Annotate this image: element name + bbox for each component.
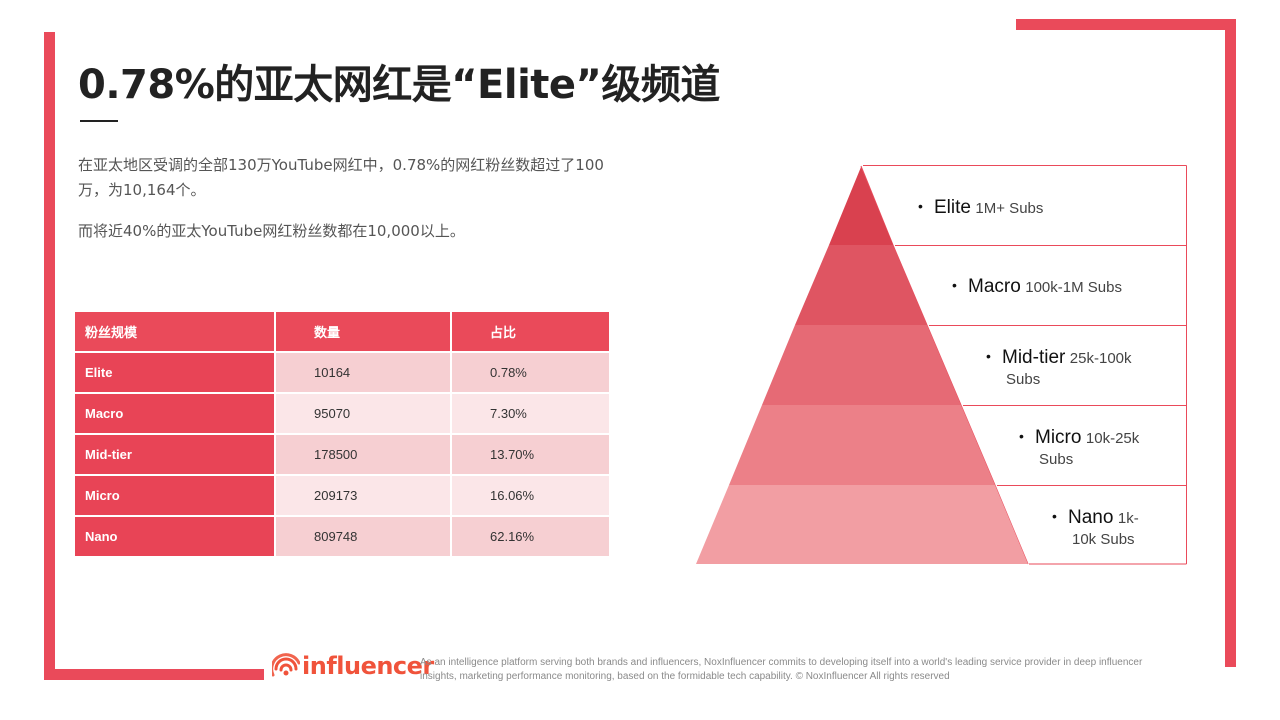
share-cell: 16.06% (451, 475, 611, 517)
pyramid-tier-nano (696, 485, 1028, 564)
table-row: Nano 809748 62.16% (75, 516, 611, 558)
frame-bottom-bar (44, 669, 264, 680)
tier-label-boxes (863, 165, 1187, 565)
table-header-row: 粉丝规模 数量 占比 (75, 312, 611, 353)
tier-label-elite: • Elite 1M+ Subs (918, 197, 1044, 218)
share-cell: 0.78% (451, 352, 611, 394)
table-row: Elite 10164 0.78% (75, 352, 611, 394)
tier-label-macro: • Macro 100k-1M Subs (952, 276, 1122, 297)
column-header: 数量 (275, 312, 452, 353)
page-title: 0.78%的亚太网红是“Elite”级频道 (78, 62, 720, 108)
signal-logo-icon (272, 653, 300, 677)
tier-label-micro: • Micro 10k-25k Subs (1019, 427, 1140, 468)
column-header: 占比 (451, 312, 611, 353)
tier-cell: Nano (75, 516, 276, 558)
count-cell: 809748 (275, 516, 452, 558)
tier-cell: Elite (75, 352, 276, 394)
tier-label-mid-tier: • Mid-tier 25k-100k Subs (986, 347, 1132, 388)
frame-left-bar (44, 32, 55, 680)
tier-table: 粉丝规模 数量 占比 Elite 10164 0.78% Macro 95070… (75, 312, 611, 558)
connector-line (860, 165, 894, 246)
share-cell: 7.30% (451, 393, 611, 435)
summary-paragraph: 而将近40%的亚太YouTube网红粉丝数都在10,000以上。 (78, 222, 465, 240)
table-row: Micro 209173 16.06% (75, 475, 611, 517)
bullet-icon: • (918, 198, 923, 214)
brand-logo: influencer (272, 646, 434, 686)
share-cell: 62.16% (451, 516, 611, 558)
bullet-icon: • (1019, 428, 1024, 444)
bullet-icon: • (986, 348, 991, 364)
count-cell: 209173 (275, 475, 452, 517)
intro-paragraph: 在亚太地区受调的全部130万YouTube网红中，0.78%的网红粉丝数超过了1… (78, 156, 604, 199)
pyramid-tier-elite (829, 167, 893, 245)
share-cell: 13.70% (451, 434, 611, 476)
table-row: Macro 95070 7.30% (75, 393, 611, 435)
brand-name: influencer (302, 652, 434, 680)
frame-top-bar (1016, 19, 1236, 30)
tier-cell: Macro (75, 393, 276, 435)
tier-cell: Micro (75, 475, 276, 517)
pyramid-tier-macro (795, 245, 927, 325)
tier-cell: Mid-tier (75, 434, 276, 476)
title-underline (80, 120, 118, 122)
count-cell: 95070 (275, 393, 452, 435)
pyramid-tier-mid-tier (762, 325, 961, 405)
frame-right-bar (1225, 19, 1236, 667)
bullet-icon: • (1052, 508, 1057, 524)
column-header: 粉丝规模 (75, 312, 276, 353)
tier-pyramid (696, 165, 1187, 565)
bullet-icon: • (952, 277, 957, 293)
footer-disclaimer: As an intelligence platform serving both… (420, 657, 1143, 682)
tier-label-nano: • Nano 1k-10k Subs (1052, 507, 1139, 548)
count-cell: 178500 (275, 434, 452, 476)
count-cell: 10164 (275, 352, 452, 394)
pyramid-tier-micro (729, 405, 995, 485)
table-row: Mid-tier 178500 13.70% (75, 434, 611, 476)
